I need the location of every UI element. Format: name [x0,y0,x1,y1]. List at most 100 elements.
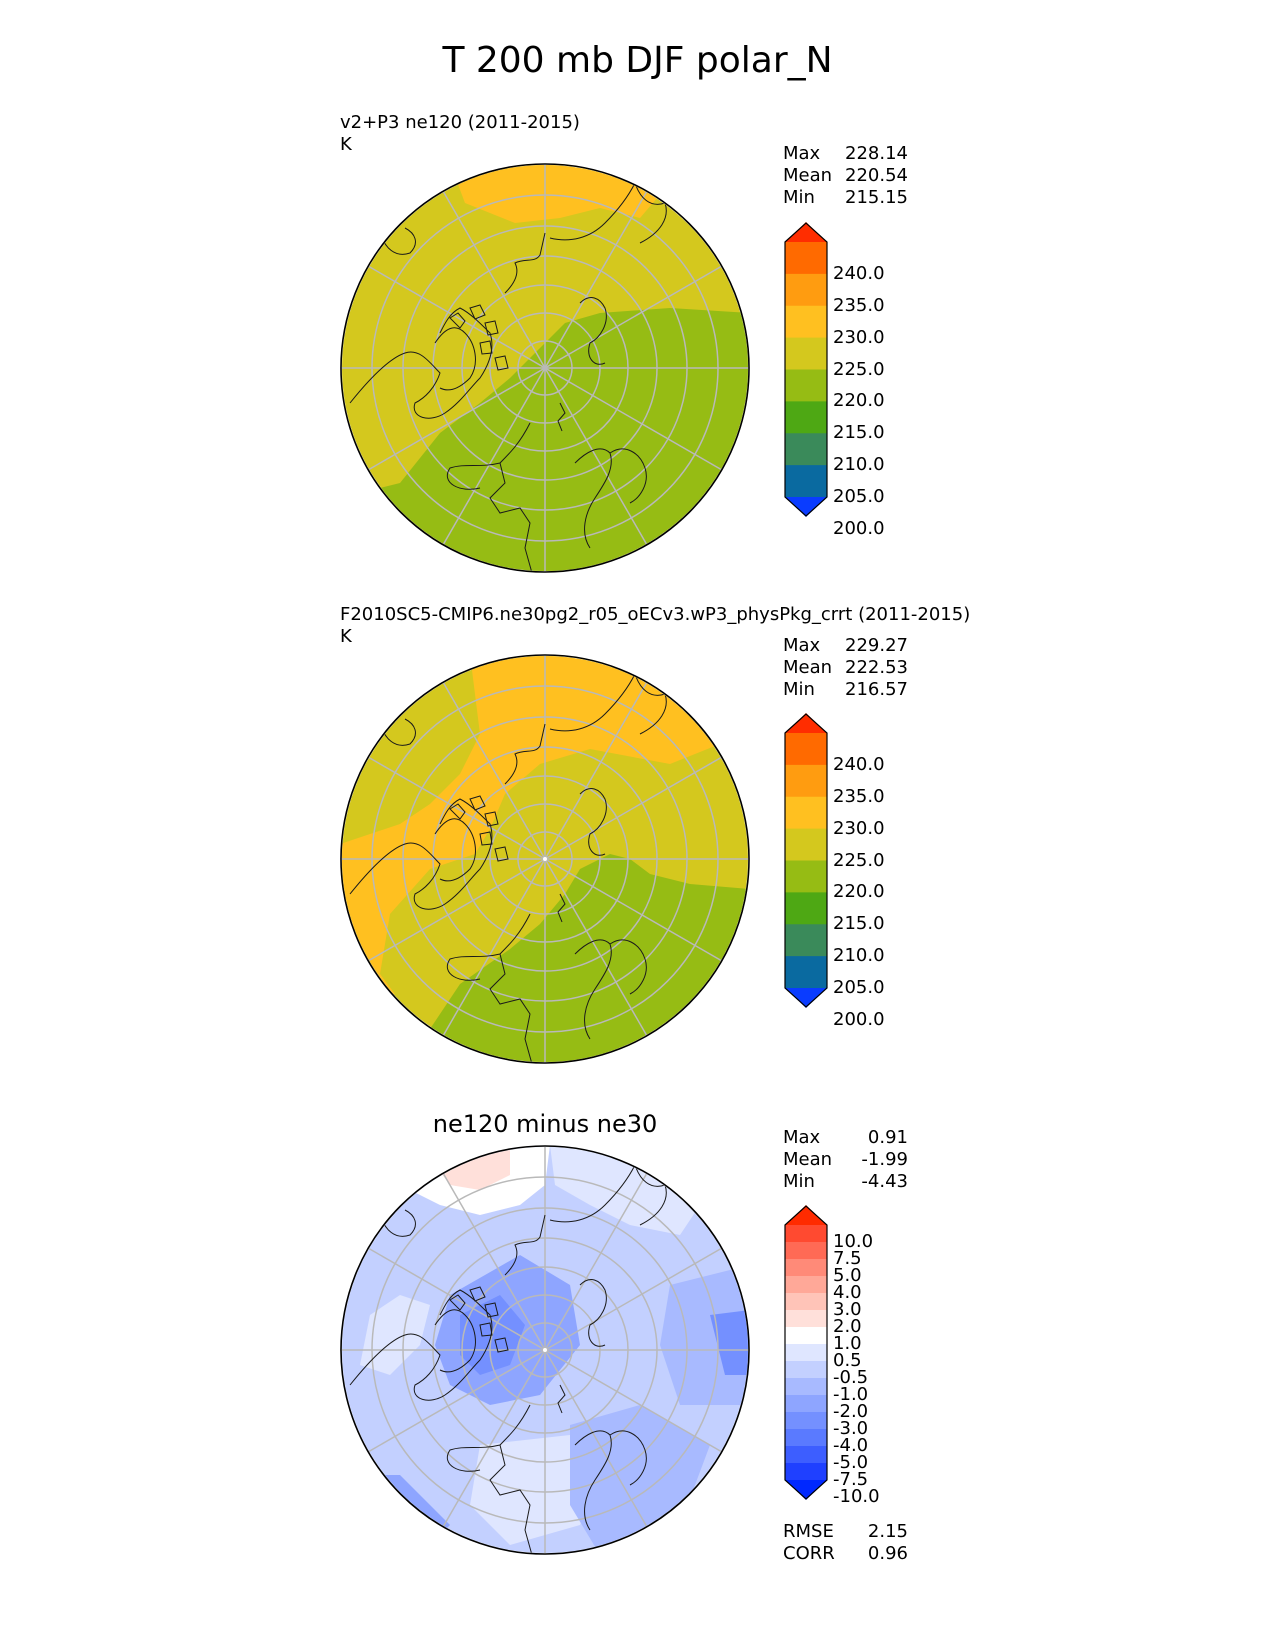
panel1-stat-min: Min 215.15 [783,187,908,208]
graticule [342,165,748,571]
panel3-metric-corr: CORR 0.96 [783,1543,908,1564]
diff-region-positive [435,1147,510,1190]
panel3-colorbar [784,1205,828,1500]
colorbar-bin [785,892,827,925]
stat-value: 0.91 [867,1127,908,1148]
stat-value: 216.57 [845,679,908,700]
colorbar-bin [785,828,827,861]
panel3-metric-rmse: RMSE 2.15 [783,1521,908,1542]
colorbar-tick-label: 7.5 [833,1248,862,1269]
pole-marker [543,857,547,861]
panel1-units: K [340,134,352,155]
panel2-colorbar [784,713,828,1008]
colorbar-tick-label: 230.0 [833,326,885,348]
colorbar-tick-label: 220.0 [833,390,885,412]
colorbar-extend-min [785,497,827,517]
stat-label: Min [783,1171,815,1192]
colorbar-outline [784,222,828,517]
colorbar-bin [785,1463,827,1481]
map-boundary [340,163,750,573]
panel2-stat-min: Min 216.57 [783,679,908,700]
colorbar-tick-label: -1.0 [833,1384,869,1405]
colorbar-tick-label: 225.0 [833,358,885,380]
colorbar-tick-label: 240.0 [833,753,885,775]
colorbar-tick-label: 4.0 [833,1282,862,1303]
stat-label: Mean [783,165,833,186]
panel1-stat-max: Max 228.14 [783,143,908,164]
colorbar-bin [785,1429,827,1447]
panel2-polar-map [340,654,750,1064]
colorbar-tick-label: 5.0 [833,1265,862,1286]
colorbar-tick-label: 0.5 [833,1350,862,1371]
colorbar-tick-label: 2.0 [833,1316,862,1337]
diff-region-strong [710,1310,748,1375]
colorbar-tick-label: 205.0 [833,977,885,998]
diff-region-weak [360,1295,430,1375]
stat-value: 222.53 [845,657,908,678]
colorbar-bin [785,1259,827,1277]
colorbar-tick-label: 235.0 [833,785,885,807]
colorbar-bin [785,433,827,466]
colorbar-tick-label: -10.0 [833,1486,880,1507]
stat-label: Max [783,143,821,164]
colorbar-bin [785,924,827,957]
colorbar-bin [785,956,827,989]
coastlines [349,181,667,571]
colorbar-tick-label: -3.0 [833,1418,869,1439]
colorbar-bin [785,1446,827,1464]
panel3-stat-min: Min -4.43 [783,1171,908,1192]
panel2-stat-max: Max 229.27 [783,635,908,656]
colorbar-bin [785,273,827,307]
colorbar-tick-label: 3.0 [833,1299,862,1320]
stat-label: Mean [783,1149,833,1170]
colorbar-outline [784,1205,828,1500]
colorbar-bin [785,1395,827,1413]
stat-value: 229.27 [845,635,908,656]
colorbar-bin [785,1412,827,1430]
stat-value: -4.43 [861,1171,908,1192]
colorbar-extend-max [785,1205,827,1225]
colorbar-bin [785,860,827,893]
colorbar-tick-label: 220.0 [833,881,885,903]
colorbar-tick-label: 1.0 [833,1333,862,1354]
field-region-cold [430,854,748,1062]
colorbar-tick-label: 225.0 [833,849,885,871]
colorbar-bin [785,1361,827,1379]
stat-label: Min [783,679,815,700]
metric-value: 0.96 [867,1543,908,1564]
panel1-colorbar [784,222,828,517]
panel1-title: v2+P3 ne120 (2011-2015) [340,112,580,133]
colorbar-tick-label: 200.0 [833,517,885,539]
colorbar-tick-label: 210.0 [833,454,885,476]
metric-value: 2.15 [867,1521,908,1542]
colorbar-bin [785,401,827,434]
map-boundary [340,1145,750,1555]
colorbar-tick-label: -0.5 [833,1367,869,1388]
colorbar-tick-label: 215.0 [833,422,885,444]
colorbar-extend-max [785,713,827,733]
panel3-stat-mean: Mean -1.99 [783,1149,908,1170]
stat-label: Max [783,1127,821,1148]
stat-value: 215.15 [845,187,908,208]
colorbar-tick-label: -2.0 [833,1401,869,1422]
colorbar-bin [785,369,827,402]
field-region-warm [342,656,720,994]
stat-label: Min [783,187,815,208]
panel2-title: F2010SC5-CMIP6.ne30pg2_r05_oECv3.wP3_phy… [340,604,971,625]
colorbar-tick-label: 210.0 [833,945,885,967]
colorbar-tick-label: 230.0 [833,817,885,839]
panel2-stat-mean: Mean 222.53 [783,657,908,678]
colorbar-tick-label: -7.5 [833,1469,869,1490]
figure-title: T 200 mb DJF polar_N [442,40,833,81]
colorbar-bin [785,1378,827,1396]
colorbar-bin [785,764,827,798]
colorbar-tick-label: -5.0 [833,1452,869,1473]
coastlines [349,1163,667,1553]
colorbar-bin [785,305,827,339]
colorbar-bin [785,1327,827,1345]
panel1-stat-mean: Mean 220.54 [783,165,908,186]
colorbar-outline [784,713,828,1008]
colorbar-tick-label: 215.0 [833,913,885,935]
colorbar-bin [785,242,827,275]
panel3-polar-map [340,1145,750,1555]
